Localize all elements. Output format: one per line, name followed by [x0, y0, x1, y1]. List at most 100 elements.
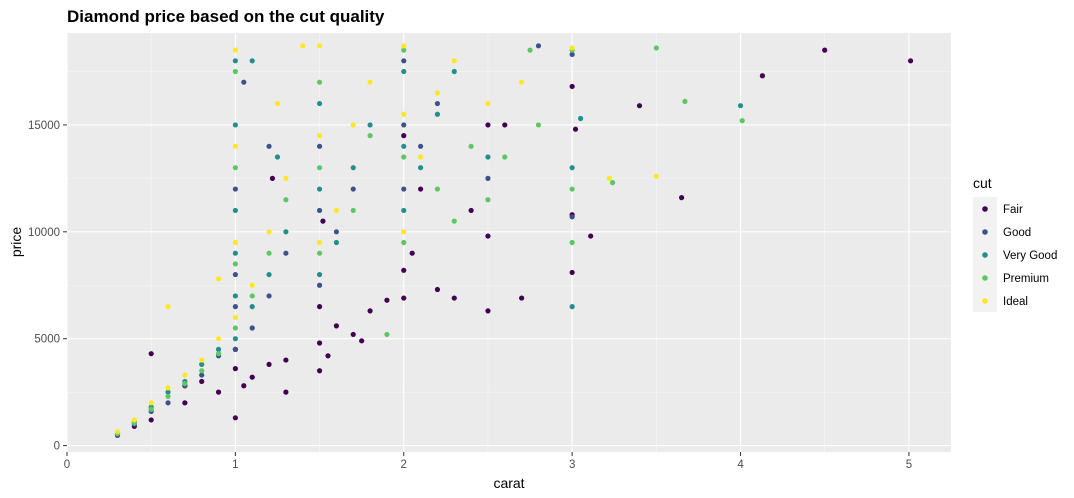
data-point: [418, 154, 424, 160]
data-point: [114, 429, 121, 435]
data-point: [367, 122, 373, 128]
x-axis-ticks: 0 1 2 3 4 5: [64, 452, 912, 471]
legend-title: cut: [973, 175, 992, 191]
data-point: [535, 122, 542, 128]
data-point: [232, 58, 238, 64]
x-tick-label: 4: [737, 459, 744, 471]
data-point: [283, 197, 289, 203]
data-point: [215, 346, 222, 352]
data-point: [350, 186, 356, 192]
data-point: [215, 389, 222, 395]
data-point: [266, 229, 272, 235]
data-point: [401, 43, 407, 49]
data-point: [502, 154, 508, 160]
y-axis-ticks: 0 5000 10000 15000: [28, 120, 67, 453]
data-point: [653, 173, 659, 179]
chart-title: Diamond price based on the cut quality: [67, 7, 385, 26]
data-point: [569, 214, 575, 220]
data-point: [409, 250, 415, 256]
data-point: [232, 207, 238, 214]
data-points: [114, 43, 914, 438]
y-tick-label: 15000: [28, 120, 60, 132]
data-point: [468, 207, 474, 214]
data-point: [569, 239, 575, 246]
data-point: [232, 165, 238, 171]
data-point: [569, 83, 575, 90]
legend-key: [982, 206, 988, 212]
x-tick-label: 1: [232, 459, 238, 471]
data-point: [316, 165, 323, 171]
data-point: [232, 336, 238, 342]
data-point: [569, 165, 575, 171]
data-point: [384, 297, 390, 303]
data-point: [401, 186, 407, 192]
data-point: [148, 406, 154, 412]
data-point: [199, 357, 205, 363]
data-point: [269, 175, 276, 181]
data-point: [165, 400, 171, 406]
data-point: [232, 314, 238, 320]
data-point: [401, 295, 407, 301]
data-point: [316, 43, 323, 49]
data-point: [266, 143, 272, 149]
data-point: [451, 218, 457, 224]
legend-key: [982, 229, 988, 235]
data-point: [274, 100, 281, 107]
data-point: [350, 165, 356, 171]
data-point: [316, 207, 323, 214]
x-tick-label: 2: [401, 459, 407, 471]
data-point: [333, 207, 340, 214]
data-point: [215, 276, 222, 282]
data-point: [401, 111, 407, 117]
y-tick-label: 10000: [28, 227, 60, 239]
y-tick-label: 0: [54, 441, 60, 453]
data-point: [148, 351, 154, 357]
data-point: [283, 357, 289, 363]
data-point: [737, 103, 744, 109]
data-point: [232, 293, 238, 299]
plot-panel: [67, 33, 951, 452]
data-point: [401, 133, 407, 139]
data-point: [232, 261, 238, 267]
data-point: [316, 271, 323, 278]
legend-key: [982, 298, 988, 304]
data-point: [569, 269, 575, 276]
data-point: [739, 118, 745, 124]
data-point: [215, 336, 222, 342]
data-point: [384, 331, 390, 338]
data-point: [451, 68, 457, 75]
data-point: [316, 79, 323, 85]
data-point: [165, 389, 171, 395]
data-point: [907, 58, 914, 64]
data-point: [316, 368, 323, 374]
data-point: [249, 304, 255, 310]
data-point: [274, 154, 281, 160]
data-point: [485, 197, 491, 203]
data-point: [333, 229, 340, 235]
data-point: [283, 175, 289, 181]
data-point: [401, 122, 407, 128]
data-point: [316, 239, 323, 246]
data-point: [241, 383, 247, 389]
data-point: [199, 372, 205, 378]
data-point: [283, 229, 289, 235]
data-point: [636, 103, 643, 109]
data-point: [232, 366, 238, 372]
data-point: [468, 143, 474, 149]
data-point: [215, 351, 222, 357]
data-point: [232, 47, 238, 53]
data-point: [182, 380, 188, 387]
data-point: [434, 90, 441, 96]
data-point: [266, 293, 272, 299]
data-point: [316, 304, 323, 310]
data-point: [266, 361, 272, 367]
data-point: [401, 58, 407, 64]
data-point: [283, 250, 289, 256]
data-point: [367, 308, 373, 314]
data-point: [148, 417, 154, 423]
data-point: [316, 133, 323, 139]
x-tick-label: 0: [64, 459, 70, 471]
data-point: [350, 331, 356, 338]
data-point: [249, 293, 255, 299]
